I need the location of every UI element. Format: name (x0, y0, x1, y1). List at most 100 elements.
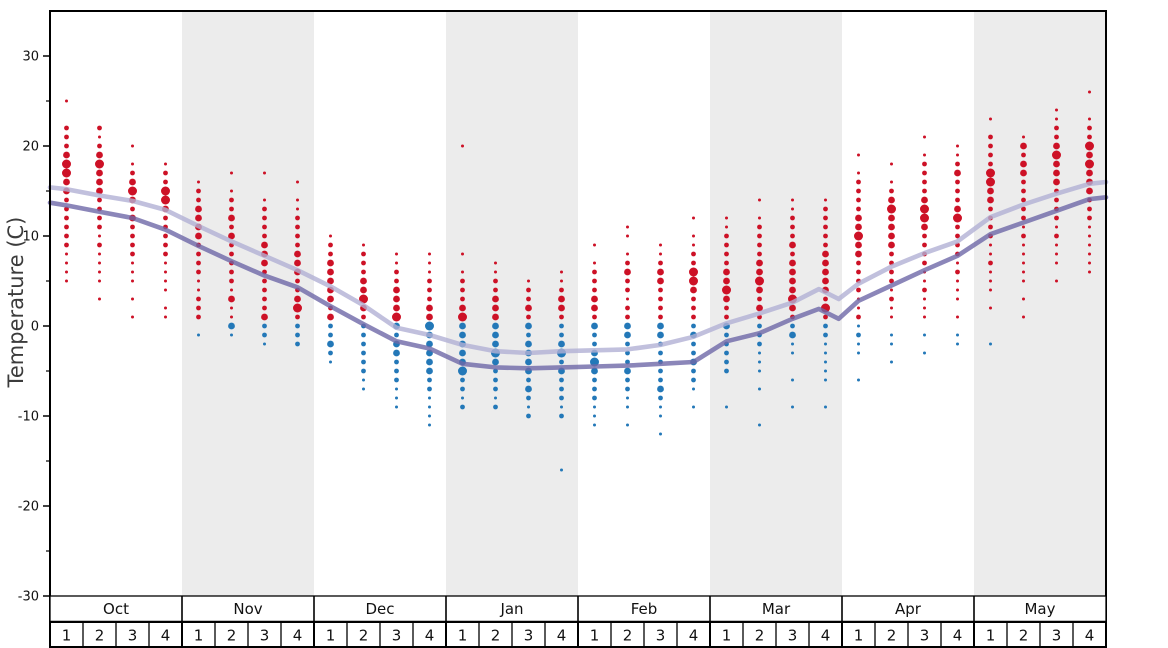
below-freezing-dot (362, 378, 365, 382)
above-freezing-dot (560, 279, 563, 283)
below-freezing-dot (692, 405, 695, 409)
above-freezing-dot (987, 196, 994, 204)
above-freezing-dot (459, 304, 466, 312)
month-label: Apr (895, 600, 922, 618)
below-freezing-dot (425, 321, 434, 331)
below-freezing-dot (592, 341, 597, 347)
above-freezing-dot (1054, 134, 1059, 140)
below-freezing-dot (230, 333, 233, 337)
above-freezing-dot (989, 270, 992, 274)
above-freezing-dot (1088, 243, 1091, 247)
above-freezing-dot (130, 206, 135, 212)
above-freezing-dot (1054, 215, 1059, 221)
above-freezing-dot (855, 250, 862, 258)
above-freezing-dot (558, 304, 565, 312)
above-freezing-dot (295, 242, 300, 248)
above-freezing-dot (130, 251, 135, 257)
week-number-label: 2 (491, 627, 501, 645)
above-freezing-dot (130, 170, 135, 176)
below-freezing-dot (592, 332, 597, 338)
below-freezing-dot (526, 332, 531, 338)
above-freezing-dot (1022, 135, 1025, 139)
above-freezing-dot (1021, 215, 1026, 221)
above-freezing-dot (922, 260, 927, 266)
below-freezing-dot (393, 349, 400, 357)
above-freezing-dot (196, 260, 201, 266)
below-freezing-dot (428, 414, 431, 418)
above-freezing-dot (956, 153, 959, 157)
above-freezing-dot (1022, 270, 1025, 274)
above-freezing-dot (328, 251, 333, 257)
above-freezing-dot (592, 314, 597, 320)
above-freezing-dot (96, 178, 103, 186)
above-freezing-dot (262, 278, 267, 284)
above-freezing-dot (427, 278, 432, 284)
below-freezing-dot (459, 331, 466, 339)
above-freezing-dot (756, 268, 763, 276)
above-freezing-dot (1022, 252, 1025, 256)
above-freezing-dot (1086, 169, 1093, 177)
above-freezing-dot (461, 270, 464, 274)
above-freezing-dot (724, 305, 729, 311)
above-freezing-dot (724, 233, 729, 239)
above-freezing-dot (889, 251, 894, 257)
above-freezing-dot (1021, 233, 1026, 239)
above-freezing-dot (296, 180, 299, 184)
above-freezing-dot (789, 277, 796, 285)
above-freezing-dot (1055, 252, 1058, 256)
above-freezing-dot (988, 134, 993, 140)
above-freezing-dot (1022, 315, 1025, 319)
above-freezing-dot (130, 233, 135, 239)
above-freezing-dot (559, 287, 564, 293)
below-freezing-dot (228, 322, 235, 330)
above-freezing-dot (65, 270, 68, 274)
above-freezing-dot (1055, 261, 1058, 265)
above-freezing-dot (394, 269, 399, 275)
above-freezing-dot (823, 314, 828, 320)
above-freezing-dot (1088, 90, 1091, 94)
below-freezing-dot (758, 351, 761, 355)
week-number-label: 3 (128, 627, 138, 645)
below-freezing-dot (526, 413, 531, 419)
above-freezing-dot (592, 278, 597, 284)
above-freezing-dot (625, 314, 630, 320)
week-number-label: 4 (1085, 627, 1095, 645)
week-number-label: 4 (557, 627, 567, 645)
above-freezing-dot (393, 286, 400, 294)
below-freezing-dot (791, 351, 794, 355)
above-freezing-dot (293, 303, 302, 313)
above-freezing-dot (890, 288, 893, 292)
below-freezing-dot (428, 396, 431, 400)
week-number-label: 1 (62, 627, 72, 645)
below-freezing-dot (328, 350, 333, 356)
above-freezing-dot (856, 179, 861, 185)
above-freezing-dot (63, 151, 70, 159)
below-freezing-dot (262, 323, 267, 329)
above-freezing-dot (494, 270, 497, 274)
above-freezing-dot (1021, 197, 1026, 203)
above-freezing-dot (230, 306, 233, 310)
above-freezing-dot (428, 270, 431, 274)
week-number-label: 2 (623, 627, 633, 645)
above-freezing-dot (691, 251, 696, 257)
above-freezing-dot (559, 314, 564, 320)
above-freezing-dot (95, 159, 104, 169)
above-freezing-dot (789, 259, 796, 267)
above-freezing-dot (823, 233, 828, 239)
below-freezing-dot (758, 369, 761, 373)
above-freezing-dot (920, 213, 929, 223)
above-freezing-dot (461, 144, 464, 148)
above-freezing-dot (823, 296, 828, 302)
below-freezing-dot (262, 332, 267, 338)
month-band-nov (182, 11, 314, 596)
below-freezing-dot (428, 423, 431, 427)
above-freezing-dot (890, 180, 893, 184)
above-freezing-dot (327, 268, 334, 276)
above-freezing-dot (228, 214, 235, 222)
below-freezing-dot (592, 386, 597, 392)
above-freezing-dot (460, 296, 465, 302)
above-freezing-dot (163, 251, 168, 257)
below-freezing-dot (956, 333, 959, 337)
above-freezing-dot (626, 252, 629, 256)
below-freezing-dot (592, 395, 597, 401)
